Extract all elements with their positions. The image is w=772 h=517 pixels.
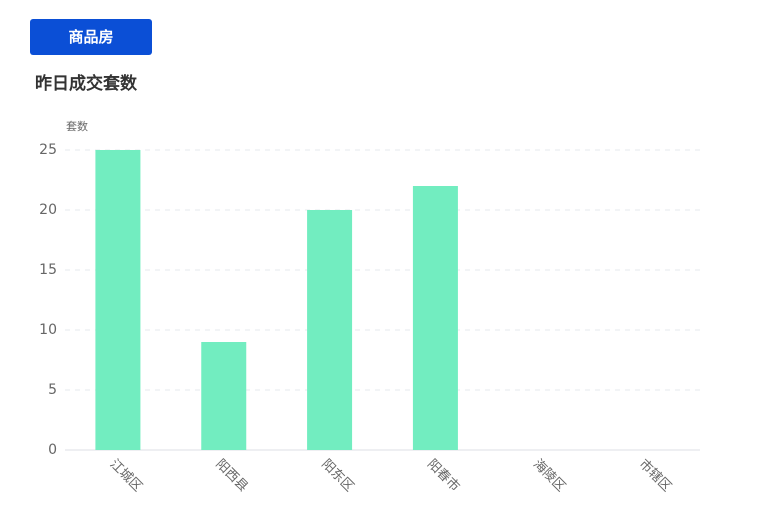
- y-tick-label: 15: [39, 262, 57, 278]
- y-tick-label: 0: [48, 442, 57, 458]
- x-tick-label: 江城区: [107, 457, 145, 495]
- bar: [307, 210, 353, 450]
- x-tick-label: 阳春市: [424, 456, 463, 495]
- x-tick-label: 阳西县: [212, 457, 250, 495]
- y-tick-label: 25: [39, 142, 57, 158]
- x-tick-label: 阳东区: [318, 457, 356, 495]
- y-tick-label: 10: [39, 322, 57, 338]
- tab-button[interactable]: 商品房: [30, 19, 152, 55]
- chart-title: 昨日成交套数: [35, 73, 138, 94]
- bar: [412, 186, 458, 450]
- bar: [201, 342, 247, 450]
- x-tick-label: 海陵区: [530, 457, 568, 495]
- y-axis-label: 套数: [66, 120, 88, 133]
- y-tick-label: 20: [39, 202, 57, 218]
- y-tick-label: 5: [48, 382, 57, 398]
- x-tick-label: 市辖区: [636, 456, 675, 495]
- bar: [95, 150, 141, 450]
